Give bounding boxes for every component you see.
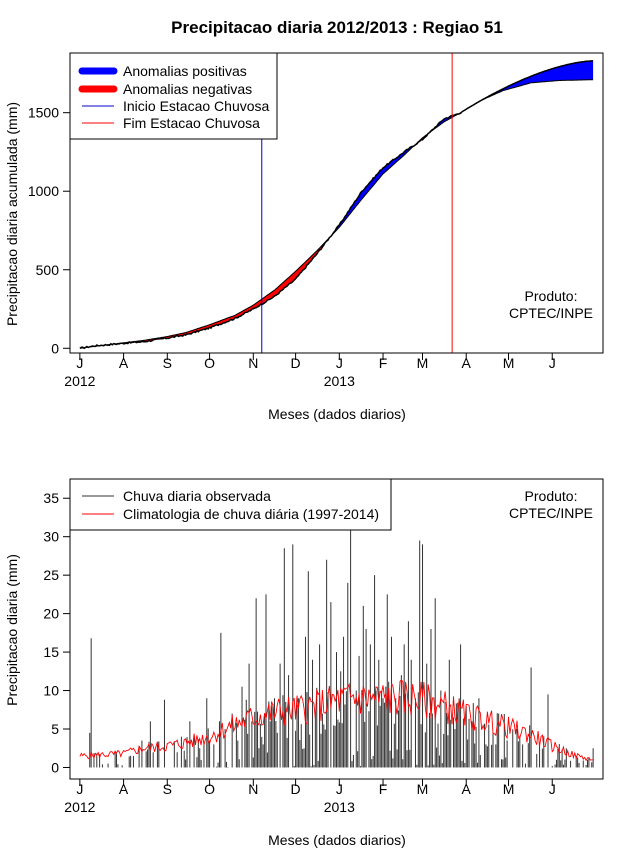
month-tick-label: S (163, 355, 172, 371)
month-tick-label: O (204, 781, 215, 797)
y-tick-label: 30 (43, 529, 59, 545)
legend-box (69, 52, 278, 140)
y-tick-label: 35 (43, 490, 59, 506)
cumulative-chart: Precipitacao diaria 2012/2013 : Regiao 5… (4, 18, 604, 422)
y-tick-label: 10 (43, 683, 59, 699)
y-tick-label: 5 (51, 721, 59, 737)
legend-label-positive: Anomalias positivas (123, 63, 247, 79)
month-tick-label: A (462, 355, 472, 371)
y-tick-label: 0 (51, 759, 59, 775)
year-label: 2012 (64, 799, 95, 815)
month-tick-label: A (119, 355, 129, 371)
negative-anomaly-area (129, 239, 328, 343)
y-tick-label: 500 (36, 262, 60, 278)
y-tick-label: 15 (43, 644, 59, 660)
year-label: 2013 (324, 799, 355, 815)
y-axis-label: Precipitacao diaria (mm) (4, 554, 20, 706)
y-tick-label: 0 (51, 340, 59, 356)
product-label: Produto: (525, 288, 578, 304)
month-tick-label: F (379, 781, 388, 797)
observed-daily-bars (89, 529, 594, 768)
month-tick-label: J (549, 781, 556, 797)
legend: Chuva diaria observada Climatologia de c… (69, 478, 392, 531)
month-tick-label: A (462, 781, 472, 797)
y-tick-label: 1500 (28, 105, 59, 121)
month-tick-label: M (503, 781, 515, 797)
month-tick-label: D (291, 781, 301, 797)
legend-label-start: Inicio Estacao Chuvosa (123, 98, 270, 114)
product-label: Produto: (525, 488, 578, 504)
year-label: 2013 (324, 373, 355, 389)
legend-box (69, 478, 392, 531)
x-axis: J A S O N D J F M A M J 2012 2013 (64, 352, 556, 389)
month-tick-label: J (336, 781, 343, 797)
observed-cumulative-line (79, 60, 594, 350)
month-tick-label: J (76, 781, 83, 797)
month-tick-label: N (248, 355, 258, 371)
x-axis: J A S O N D J F M A M J 2012 2013 (64, 778, 556, 815)
x-axis-label: Meses (dados diarios) (268, 832, 406, 848)
month-tick-label: M (417, 781, 429, 797)
y-axis-label: Precipitacao diaria acumulada (mm) (4, 102, 20, 326)
y-tick-label: 1000 (28, 183, 59, 199)
y-tick-label: 20 (43, 606, 59, 622)
product-source: CPTEC/INPE (509, 505, 593, 521)
month-tick-label: A (119, 781, 129, 797)
month-tick-label: S (163, 781, 172, 797)
legend: Anomalias positivas Anomalias negativas … (69, 52, 278, 140)
month-tick-label: J (336, 355, 343, 371)
year-label: 2012 (64, 373, 95, 389)
climatology-cumulative-line (79, 79, 594, 349)
product-source: CPTEC/INPE (509, 305, 593, 321)
month-tick-label: M (503, 355, 515, 371)
month-tick-label: N (248, 781, 258, 797)
month-tick-label: J (76, 355, 83, 371)
month-tick-label: O (204, 355, 215, 371)
y-axis: 0 5 10 15 20 25 30 35 (43, 490, 70, 775)
legend-label-end: Fim Estacao Chuvosa (123, 115, 260, 131)
month-tick-label: F (379, 355, 388, 371)
y-tick-label: 25 (43, 567, 59, 583)
positive-anomaly-area (460, 60, 594, 114)
legend-label-observed: Chuva diaria observada (123, 488, 271, 504)
x-axis-label: Meses (dados diarios) (268, 406, 406, 422)
month-tick-label: J (549, 355, 556, 371)
y-axis: 0 500 1000 1500 (28, 105, 70, 356)
chart-title: Precipitacao diaria 2012/2013 : Regiao 5… (171, 18, 503, 37)
daily-chart: 0 5 10 15 20 25 30 35 J A S O N D J F M A M J 2012 2013 Prec… (4, 478, 604, 848)
month-tick-label: D (291, 355, 301, 371)
legend-label-climatology: Climatologia de chuva diária (1997-2014) (123, 506, 379, 522)
month-tick-label: M (417, 355, 429, 371)
legend-label-negative: Anomalias negativas (123, 81, 252, 97)
climatology-daily-line (79, 679, 594, 762)
